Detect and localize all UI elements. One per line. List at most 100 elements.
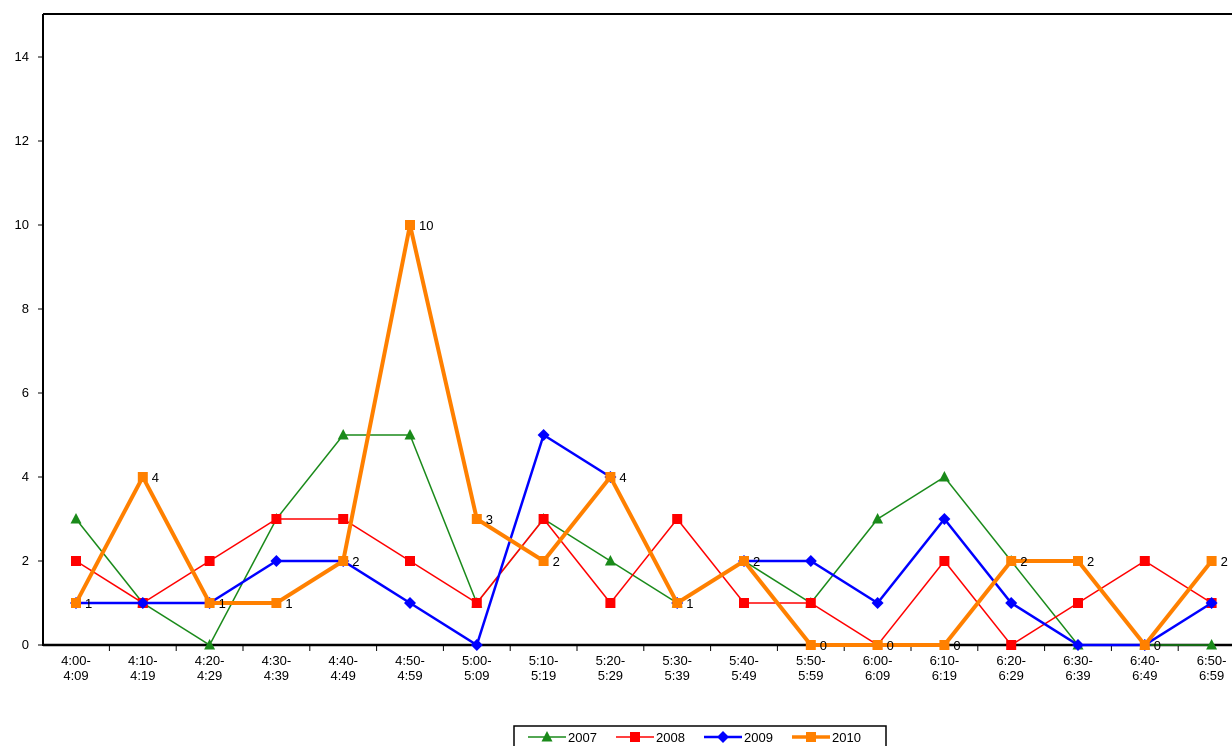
data-point-2009: [804, 555, 817, 567]
data-point-2007: [872, 513, 884, 524]
y-tick-label: 14: [15, 49, 29, 64]
data-label: 1: [285, 596, 292, 611]
data-point-2009: [1005, 597, 1018, 609]
legend-label: 2008: [656, 730, 685, 745]
legend-item-2009: 2009: [704, 730, 773, 745]
data-label: 1: [85, 596, 92, 611]
data-point-2008: [672, 514, 683, 524]
x-tick-label: 6:20-6:29: [996, 653, 1026, 683]
data-label: 1: [219, 596, 226, 611]
data-point-2009: [136, 597, 149, 609]
data-point-2007: [337, 429, 349, 440]
data-label: 0: [887, 638, 894, 653]
series-line-2010: [74, 224, 1214, 649]
data-point-2010: [1139, 640, 1150, 650]
data-label: 2: [1020, 554, 1027, 569]
data-point-2010: [137, 472, 148, 482]
y-tick-label: 12: [15, 133, 29, 148]
x-tick-label: 4:50-4:59: [395, 653, 425, 683]
data-label: 2: [753, 554, 760, 569]
data-label: 3: [486, 512, 493, 527]
legend-marker: [806, 732, 816, 742]
data-label: 4: [152, 470, 159, 485]
data-point-2008: [1073, 598, 1083, 608]
legend-box: [513, 725, 887, 746]
data-point-2008: [271, 514, 282, 524]
series-2010: [71, 220, 1217, 650]
y-tick-label: 10: [15, 217, 29, 232]
x-tick-label: 5:30-5:39: [662, 653, 692, 683]
data-point-2010: [471, 514, 482, 524]
data-point-2009: [404, 597, 416, 609]
data-point-2010: [805, 640, 816, 650]
legend-label: 2010: [832, 730, 861, 745]
y-tick-label: 2: [22, 553, 29, 568]
data-point-2010: [672, 598, 683, 608]
y-tick-label: 6: [22, 385, 29, 400]
x-tick-label: 6:10-6:19: [930, 653, 960, 683]
data-point-2010: [204, 598, 215, 608]
series-line-2007: [75, 434, 1212, 647]
data-label: 10: [419, 218, 433, 233]
data-label: 2: [553, 554, 560, 569]
data-point-2009: [938, 513, 951, 525]
data-point-2008: [1006, 640, 1017, 650]
legend-marker: [717, 731, 729, 743]
x-tick-label: 6:40-6:49: [1130, 653, 1160, 683]
legend-item-2007: 2007: [528, 730, 597, 745]
x-tick-label: 5:40-5:49: [729, 653, 759, 683]
legend-label: 2007: [568, 730, 597, 745]
x-tick-label: 5:20-5:29: [596, 653, 626, 683]
data-point-2010: [271, 598, 282, 608]
data-label: 4: [619, 470, 626, 485]
data-point-2010: [1006, 556, 1017, 566]
data-point-2010: [739, 556, 749, 566]
data-point-2007: [1206, 639, 1218, 650]
data-point-2010: [1206, 556, 1217, 566]
data-point-2010: [71, 598, 81, 608]
x-tick-label: 5:00-5:09: [462, 653, 492, 683]
data-point-2010: [405, 220, 415, 230]
data-label: 2: [1221, 554, 1228, 569]
data-point-2008: [805, 598, 816, 608]
data-point-2010: [338, 556, 349, 566]
x-tick-label: 4:40-4:49: [328, 653, 358, 683]
x-tick-label: 6:30-6:39: [1063, 653, 1093, 683]
data-point-2008: [605, 598, 616, 608]
x-tick-label: 4:30-4:39: [262, 653, 292, 683]
data-point-2007: [204, 639, 216, 650]
data-point-2008: [471, 598, 482, 608]
legend: 2007 2008 2009 2010: [513, 725, 887, 746]
data-point-2008: [338, 514, 349, 524]
data-point-2010: [939, 640, 950, 650]
data-point-2008: [739, 598, 749, 608]
x-tick-label: 6:00-6:09: [863, 653, 893, 683]
data-point-2008: [939, 556, 950, 566]
data-point-2007: [938, 471, 950, 482]
data-label: 1: [686, 596, 693, 611]
legend-label: 2009: [744, 730, 773, 745]
data-label: 2: [1087, 554, 1094, 569]
data-label: 0: [1154, 638, 1161, 653]
legend-marker: [541, 731, 553, 742]
data-point-2009: [1205, 597, 1218, 609]
data-point-2009: [270, 555, 283, 567]
data-point-2007: [70, 513, 82, 524]
y-tick-label: 0: [22, 637, 29, 652]
data-point-2007: [604, 555, 616, 566]
data-label: 0: [820, 638, 827, 653]
x-tick-label: 5:50-5:59: [796, 653, 826, 683]
x-tick-label: 4:00-4:09: [61, 653, 91, 683]
legend-item-2010: 2010: [792, 730, 861, 745]
x-tick-label: 4:10-4:19: [128, 653, 158, 683]
y-tick-label: 8: [22, 301, 29, 316]
data-point-2007: [404, 429, 416, 440]
series-line-2008: [75, 517, 1212, 646]
data-label: 0: [953, 638, 960, 653]
data-point-2010: [1073, 556, 1083, 566]
data-point-2008: [71, 556, 81, 566]
data-point-2008: [204, 556, 215, 566]
x-tick-label: 5:10-5:19: [529, 653, 559, 683]
